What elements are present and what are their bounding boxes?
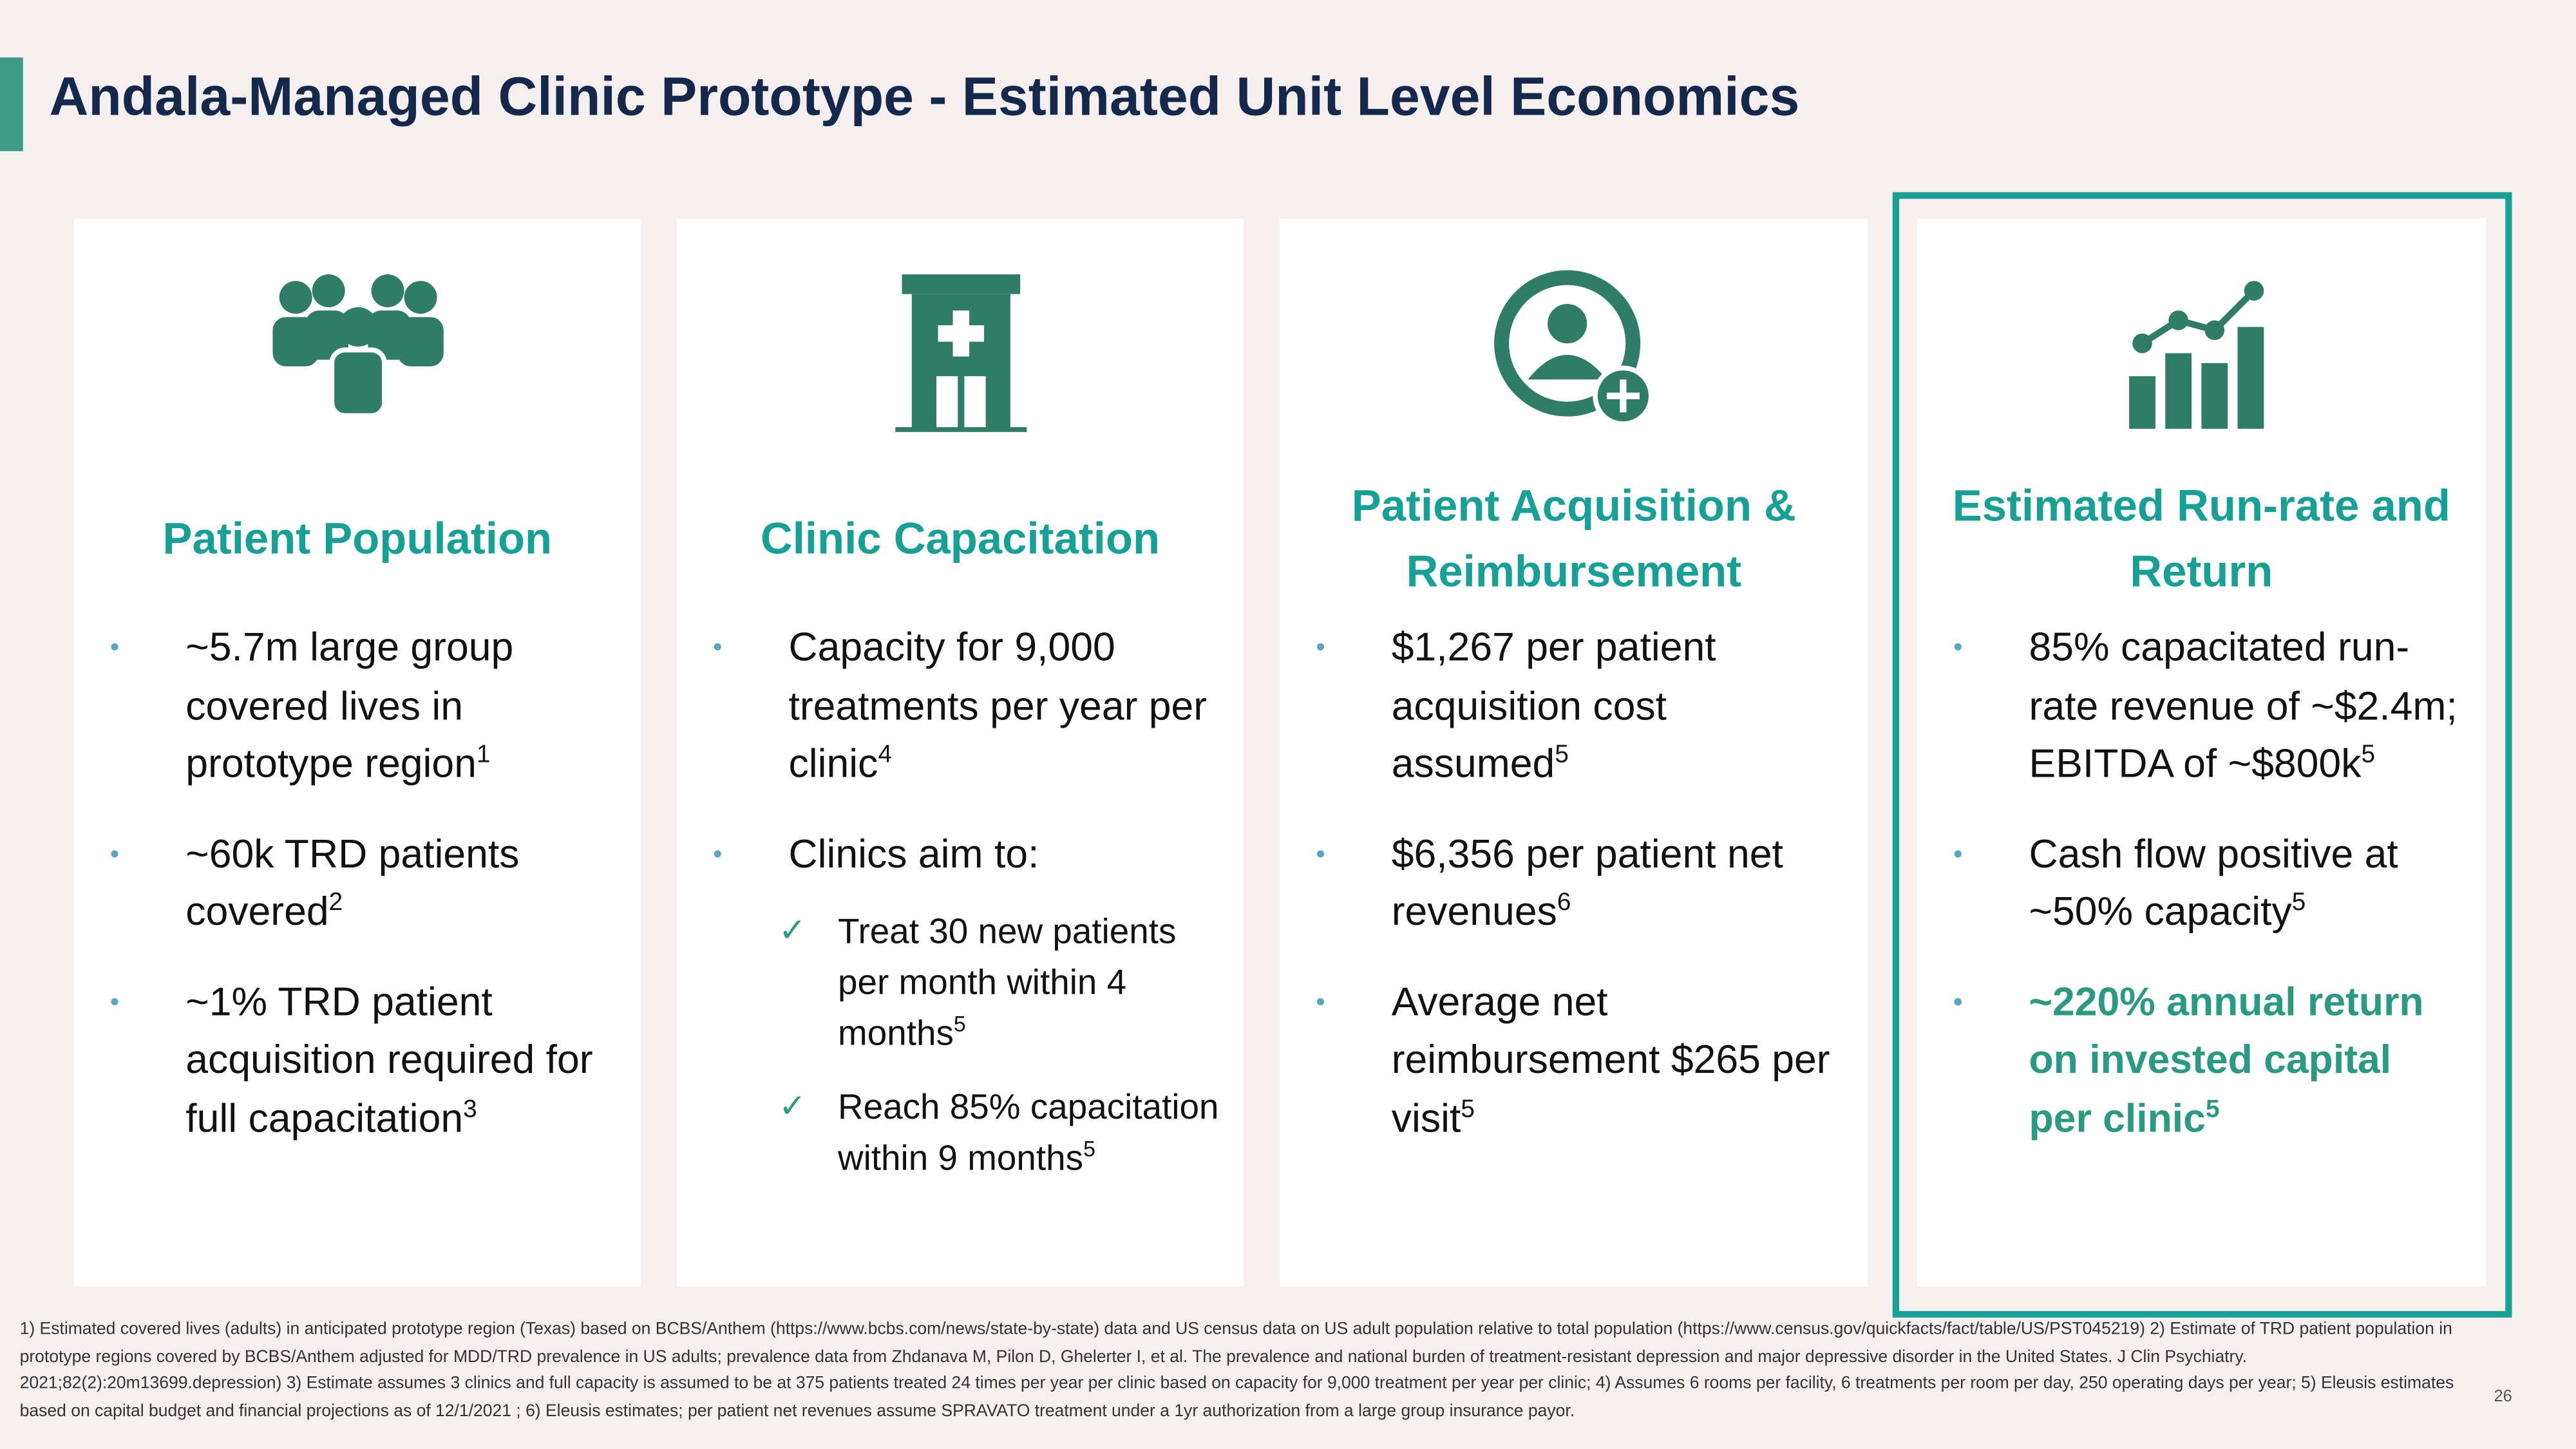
card-heading: Estimated Run-rate and Return	[1952, 481, 2450, 597]
bullet: Cash flow positive at ~50% capacity5	[1953, 826, 2463, 942]
bullet: Clinics aim to: Treat 30 new patients per…	[713, 826, 1220, 1184]
page-number: 26	[2494, 1388, 2512, 1406]
bullet: ~5.7m large group covered lives in proto…	[110, 620, 618, 795]
card: Patient Population ~5.7m large group cove…	[73, 218, 641, 1287]
card-heading: Patient Acquisition & Reimbursement	[1351, 481, 1796, 597]
footnote-ref: 5	[2291, 888, 2306, 917]
footnote-ref: 5	[2205, 1094, 2220, 1123]
bullet: Capacity for 9,000 treatments per year p…	[713, 620, 1220, 795]
bullet-text: ~220% annual return on invested capital …	[2029, 980, 2424, 1141]
footnote-ref: 3	[463, 1094, 477, 1123]
card: Patient Acquisition & Reimbursement $1,26…	[1280, 218, 1868, 1287]
bullet: Average net reimbursement $265 per visit…	[1316, 973, 1844, 1148]
bullet-text: Cash flow positive at ~50% capacity	[2029, 832, 2398, 935]
check-item: Reach 85% capacitation within 9 months5	[779, 1083, 1220, 1184]
footnote-ref: 5	[1461, 1094, 1475, 1123]
highlight-frame	[1892, 192, 2512, 1318]
bullet-list: ~5.7m large group covered lives in proto…	[110, 620, 618, 1180]
card-heading: Patient Population	[162, 514, 553, 564]
footnote-ref: 5	[953, 1012, 966, 1037]
icon-people	[74, 268, 641, 449]
footnote-ref: 5	[2361, 741, 2376, 769]
bullet: $1,267 per patient acquisition cost assu…	[1316, 620, 1844, 795]
card-heading: Clinic Capacitation	[761, 514, 1160, 564]
check-item: Treat 30 new patients per month within 4…	[779, 907, 1220, 1059]
icon-clinic	[677, 268, 1244, 449]
bullet-text: ~1% TRD patient acquisition required for…	[185, 980, 593, 1141]
bullet-text: 85% capacitated run-rate revenue of ~$2.…	[2029, 625, 2458, 787]
bullet: 85% capacitated run-rate revenue of ~$2.…	[1953, 620, 2463, 795]
card: Estimated Run-rate and Return 85% capacit…	[1917, 218, 2486, 1287]
card: Clinic Capacitation Capacity for 9,000 tr…	[677, 218, 1244, 1287]
bullet-text: $1,267 per patient acquisition cost assu…	[1391, 625, 1716, 787]
title: Andala-Managed Clinic Prototype - Estima…	[49, 66, 1800, 127]
icon-growth	[1917, 268, 2486, 449]
bullet-text: $6,356 per patient net revenues	[1391, 832, 1783, 935]
footnote-ref: 4	[878, 741, 893, 769]
bullet: ~220% annual return on invested capital …	[1953, 973, 2463, 1148]
bullet-text: Treat 30 new patients per month within 4…	[838, 911, 1177, 1054]
bullet-text: ~5.7m large group covered lives in proto…	[185, 625, 514, 787]
bullet-text: Average net reimbursement $265 per visit	[1391, 980, 1830, 1141]
footnote-ref: 5	[1083, 1136, 1096, 1162]
bullet-text: ~60k TRD patients covered	[185, 832, 520, 935]
icon-patient	[1280, 268, 1868, 449]
footnote-ref: 1	[476, 741, 491, 769]
bullet-list: 85% capacitated run-rate revenue of ~$2.…	[1953, 620, 2463, 1180]
footnote-ref: 6	[1557, 888, 1571, 917]
footnote-ref: 2	[328, 888, 343, 917]
bullet: ~60k TRD patients covered2	[110, 826, 618, 942]
bullet-list: $1,267 per patient acquisition cost assu…	[1316, 620, 1844, 1180]
bullet-list: Capacity for 9,000 treatments per year p…	[713, 620, 1220, 1216]
footnote-ref: 5	[1555, 741, 1569, 769]
bullet-text: Clinics aim to:	[788, 832, 1039, 876]
bullet-text: Capacity for 9,000 treatments per year p…	[788, 625, 1208, 787]
bullet: $6,356 per patient net revenues6	[1316, 826, 1844, 942]
bullet-text: Reach 85% capacitation within 9 months	[838, 1087, 1219, 1179]
accent-bar	[0, 57, 23, 151]
bullet: ~1% TRD patient acquisition required for…	[110, 973, 618, 1148]
footnote: 1) Estimated covered lives (adults) in a…	[19, 1321, 2454, 1421]
